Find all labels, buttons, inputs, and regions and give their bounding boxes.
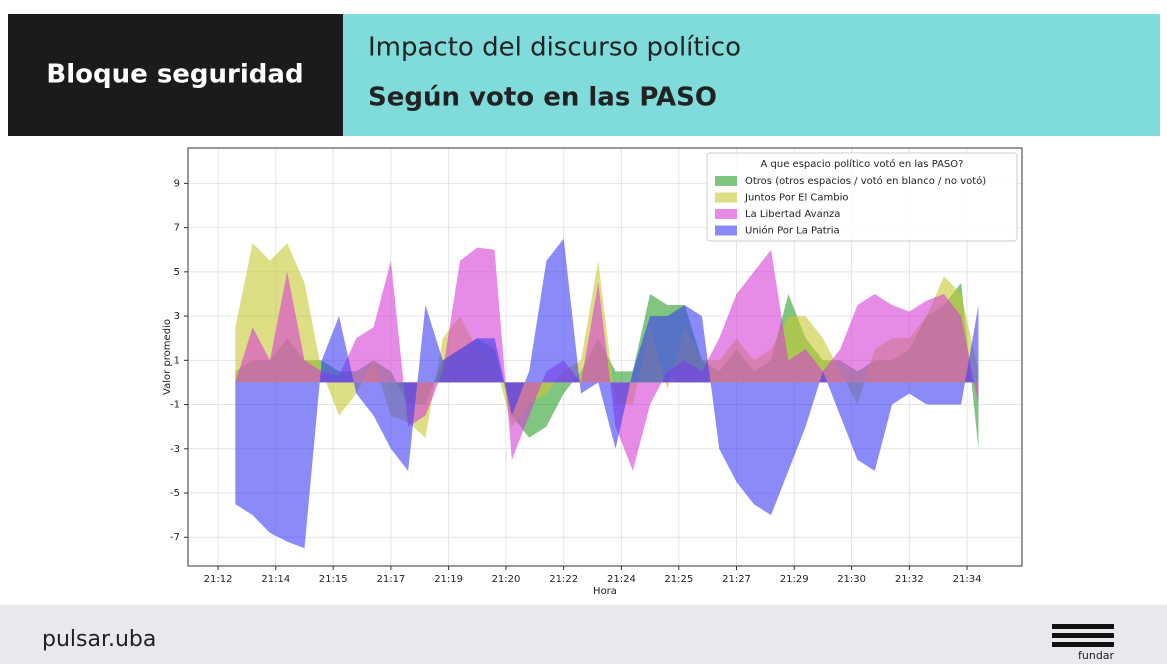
- footer-left: pulsar.uba: [42, 627, 156, 652]
- x-axis-label: Hora: [593, 586, 617, 597]
- x-tick-label: 21:20: [492, 574, 521, 585]
- y-tick-label: -7: [170, 532, 180, 543]
- footer-right: fundar: [1078, 649, 1115, 662]
- header-teal: [343, 14, 1160, 136]
- x-tick-label: 21:15: [319, 574, 348, 585]
- legend-swatch: [715, 192, 737, 203]
- logo-bar: [1052, 642, 1114, 647]
- x-tick-label: 21:17: [376, 574, 405, 585]
- x-tick-label: 21:29: [780, 574, 809, 585]
- y-tick-label: 5: [174, 267, 180, 278]
- legend-swatch: [715, 176, 737, 186]
- y-tick-label: 3: [174, 311, 180, 322]
- y-tick-label: -5: [170, 488, 180, 499]
- area: [235, 238, 979, 549]
- section: Bloque seguridad: [46, 60, 303, 90]
- y-tick-label: -1: [170, 400, 180, 411]
- area: [235, 247, 979, 471]
- logo-bar: [1052, 633, 1114, 638]
- x-tick-label: 21:12: [204, 574, 233, 585]
- title: Impacto del discurso político: [368, 33, 741, 63]
- legend-box: [706, 152, 1018, 242]
- footer-band: [0, 605, 1167, 664]
- plot-frame: [187, 147, 1023, 567]
- header-dark: [8, 14, 343, 136]
- x-tick-label: 21:30: [837, 574, 866, 585]
- x-tick-label: 21:24: [607, 574, 636, 585]
- legend-label: Unión Por La Patria: [745, 225, 840, 237]
- legend-swatch: [715, 209, 737, 219]
- x-tick-label: 21:25: [664, 574, 693, 585]
- x-tick-label: 21:32: [895, 574, 924, 585]
- y-tick-label: 1: [174, 355, 180, 366]
- y-axis-label: Valor promedio: [162, 319, 173, 395]
- y-tick-label: 7: [174, 223, 180, 234]
- x-tick-label: 21:19: [434, 574, 463, 585]
- legend-title: A que espacio político votó en las PASO?: [761, 158, 964, 170]
- plot: -7 -5 -3 -1 1 3 5 7 9 21:12 21:14 21:15 21:17 21:19 21…: [162, 147, 1023, 597]
- subtitle: Según voto en las PASO: [368, 83, 717, 113]
- logo-bar: [1052, 624, 1114, 629]
- y-tick-label: -3: [170, 444, 180, 455]
- legend-label: Otros (otros espacios / votó en blanco /…: [745, 175, 986, 187]
- legend-label: La Libertad Avanza: [745, 209, 840, 220]
- x-tick-label: 21:14: [261, 574, 290, 585]
- x-tick-label: 21:34: [953, 574, 982, 585]
- x-tick-label: 21:27: [722, 574, 751, 585]
- x-tick-label: 21:22: [549, 574, 578, 585]
- legend-label: Juntos Por El Cambio: [744, 193, 849, 204]
- legend-swatch: [715, 225, 737, 236]
- y-tick-label: 9: [174, 178, 180, 189]
